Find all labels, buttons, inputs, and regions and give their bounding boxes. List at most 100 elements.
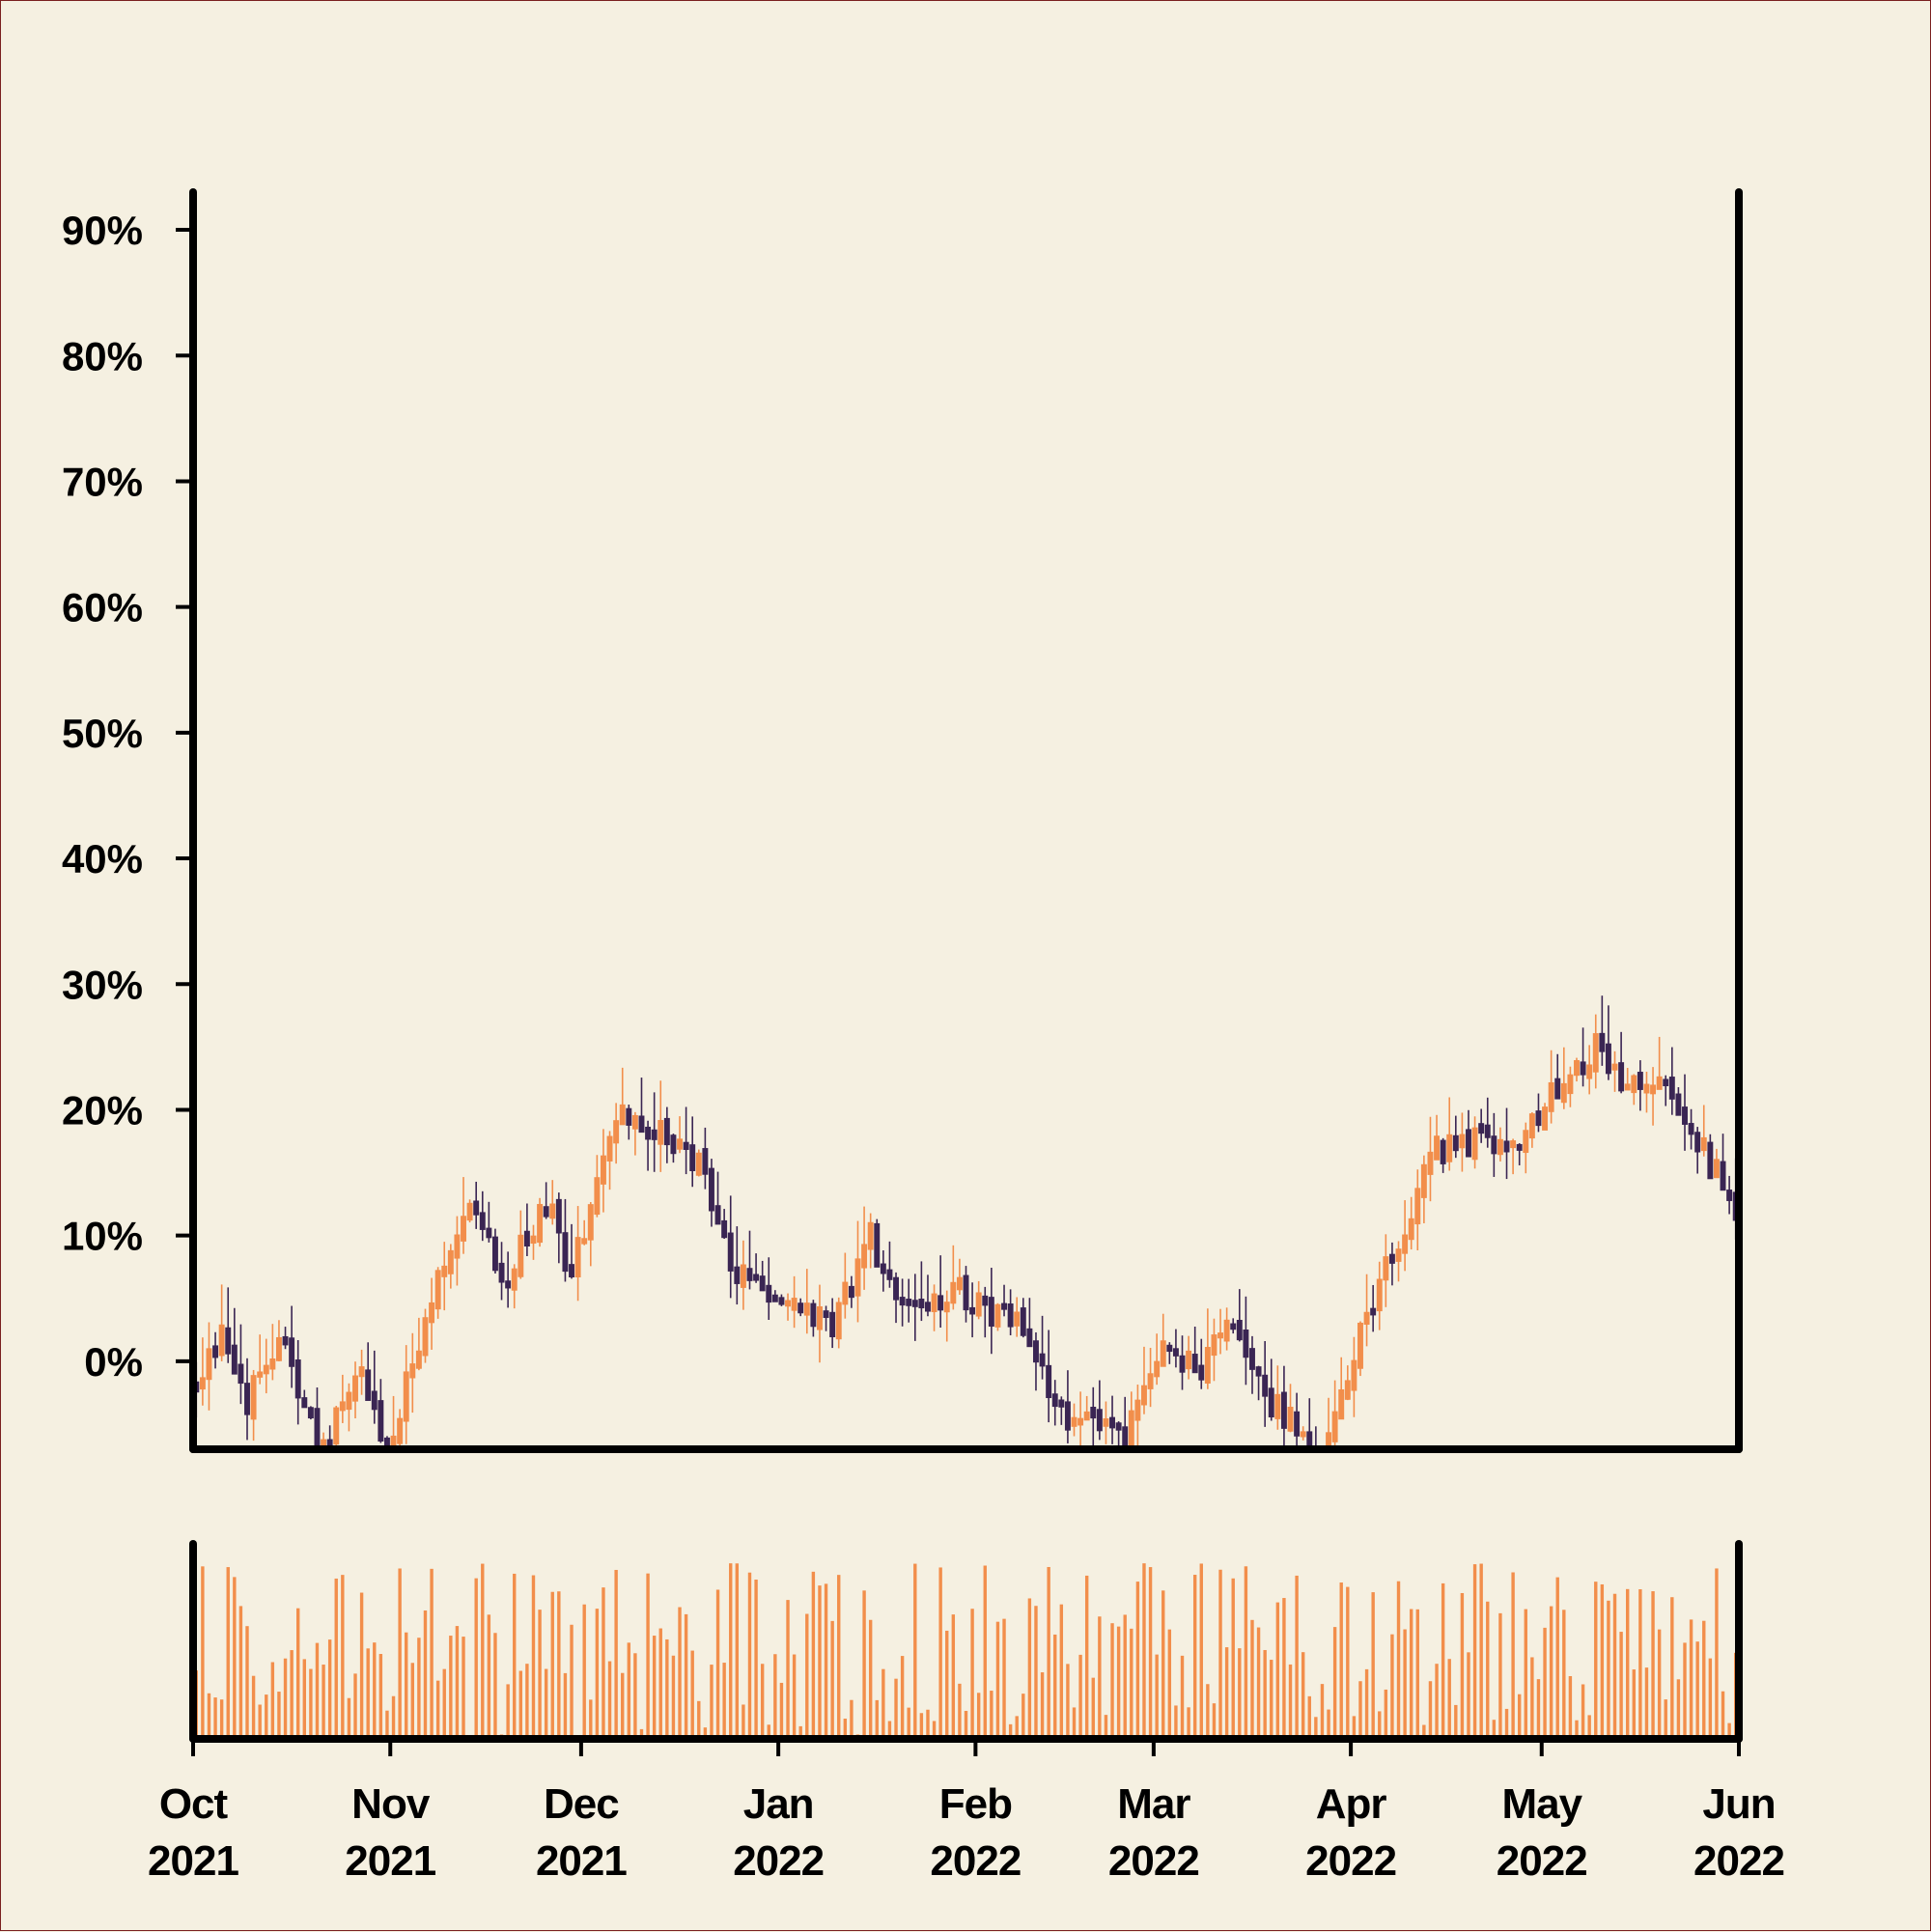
volume-bar — [792, 1654, 797, 1739]
price-bar-body — [1300, 1431, 1306, 1438]
x-tick-month-label: Jun — [1702, 1780, 1775, 1828]
price-bar-body — [626, 1107, 632, 1126]
price-bar-body — [938, 1295, 944, 1311]
volume-bar — [347, 1697, 351, 1739]
volume-bar — [296, 1608, 300, 1739]
volume-bar — [951, 1614, 956, 1739]
y-tick-label: 20% — [62, 1087, 143, 1133]
price-bar-body — [518, 1234, 524, 1277]
price-bar-body — [415, 1350, 422, 1369]
volume-bar — [1378, 1711, 1382, 1739]
price-bar-body — [1026, 1328, 1033, 1348]
volume-bar — [1110, 1623, 1114, 1739]
price-bar-body — [1503, 1140, 1510, 1153]
price-bar-body — [1535, 1110, 1542, 1127]
volume-bar — [697, 1700, 701, 1739]
volume-bar — [1314, 1717, 1318, 1739]
price-bar-body — [250, 1375, 257, 1420]
price-bar-body — [1211, 1334, 1217, 1357]
volume-bar — [773, 1654, 777, 1739]
price-bar-body — [1548, 1081, 1554, 1112]
volume-bar — [1454, 1704, 1458, 1739]
price-bar-body — [969, 1306, 976, 1315]
volume-bar — [882, 1668, 885, 1739]
volume-bar — [862, 1590, 866, 1739]
volume-bar — [818, 1585, 822, 1739]
volume-bar — [919, 1713, 924, 1739]
volume-bar — [1116, 1626, 1121, 1739]
volume-bar — [703, 1727, 708, 1739]
volume-bar — [990, 1691, 993, 1739]
price-bar-body — [461, 1216, 466, 1242]
volume-bar — [258, 1704, 262, 1739]
price-bar-body — [714, 1205, 721, 1225]
price-bar-body — [1675, 1093, 1682, 1116]
axes-layer — [176, 188, 1743, 1756]
price-bar-body — [695, 1152, 702, 1176]
price-bar-body — [530, 1235, 537, 1245]
price-bar-body — [537, 1203, 544, 1244]
price-bars-layer — [193, 995, 1739, 1449]
price-bar-body — [893, 1276, 899, 1301]
price-bar-body — [505, 1280, 512, 1289]
price-bar-body — [663, 1117, 670, 1146]
volume-bar — [1123, 1614, 1127, 1739]
volume-bar — [1034, 1606, 1038, 1739]
volume-bar — [633, 1653, 637, 1739]
price-bar-body — [1402, 1234, 1409, 1254]
price-bar-body — [1560, 1082, 1567, 1104]
price-bar-body — [956, 1276, 963, 1291]
volume-bar — [506, 1684, 510, 1739]
volume-bar — [589, 1699, 593, 1739]
price-bar-body — [988, 1297, 994, 1327]
price-bar-body — [600, 1155, 606, 1185]
volume-bar — [1174, 1705, 1178, 1739]
price-bar-body — [1631, 1075, 1637, 1094]
price-bar-body — [1243, 1330, 1249, 1358]
volume-bar — [557, 1591, 561, 1739]
volume-bar — [1212, 1703, 1217, 1739]
price-bar-body — [1459, 1134, 1466, 1149]
volume-bar — [1715, 1568, 1719, 1739]
price-bar-body — [1236, 1319, 1243, 1341]
price-bar-body — [925, 1302, 931, 1312]
price-bar-body — [1064, 1401, 1071, 1431]
volume-bar — [544, 1668, 548, 1739]
price-bar-body — [1001, 1302, 1007, 1310]
price-bar-body — [911, 1300, 918, 1307]
volume-bars-layer — [194, 1563, 1738, 1739]
price-bar-body — [1274, 1393, 1281, 1419]
price-bar-body — [294, 1359, 301, 1399]
volume-bar — [1161, 1590, 1165, 1739]
price-bar-body — [1682, 1106, 1688, 1125]
volume-bar — [1612, 1593, 1617, 1739]
price-bar-body — [403, 1371, 409, 1422]
volume-bar — [811, 1571, 816, 1739]
price-bar-body — [1637, 1072, 1643, 1090]
volume-bar — [786, 1600, 790, 1739]
x-tick-year-label: 2022 — [1108, 1837, 1199, 1885]
volume-bar — [550, 1591, 554, 1739]
volume-bar — [1270, 1660, 1273, 1739]
price-bar-body — [1700, 1136, 1707, 1152]
price-bar-body — [1471, 1127, 1478, 1161]
price-bar-body — [1249, 1348, 1255, 1370]
price-bar-body — [886, 1269, 893, 1280]
volume-bar — [341, 1575, 345, 1739]
price-bar-body — [275, 1336, 282, 1361]
price-bar-body — [1414, 1188, 1421, 1225]
price-bar-body — [282, 1335, 289, 1346]
volume-bar — [233, 1577, 237, 1739]
price-bar-body — [523, 1230, 530, 1247]
price-bar-body — [645, 1126, 652, 1140]
volume-bar — [1721, 1691, 1725, 1739]
price-bar-body — [1592, 1033, 1599, 1073]
volume-bar — [995, 1621, 1000, 1739]
price-bar-body — [823, 1310, 829, 1319]
volume-bar — [1486, 1601, 1490, 1739]
volume-bar — [639, 1728, 644, 1739]
volume-bar — [423, 1610, 428, 1739]
price-bar-body — [1204, 1347, 1211, 1385]
price-bar-body — [1452, 1134, 1459, 1152]
volume-bar — [621, 1672, 625, 1739]
